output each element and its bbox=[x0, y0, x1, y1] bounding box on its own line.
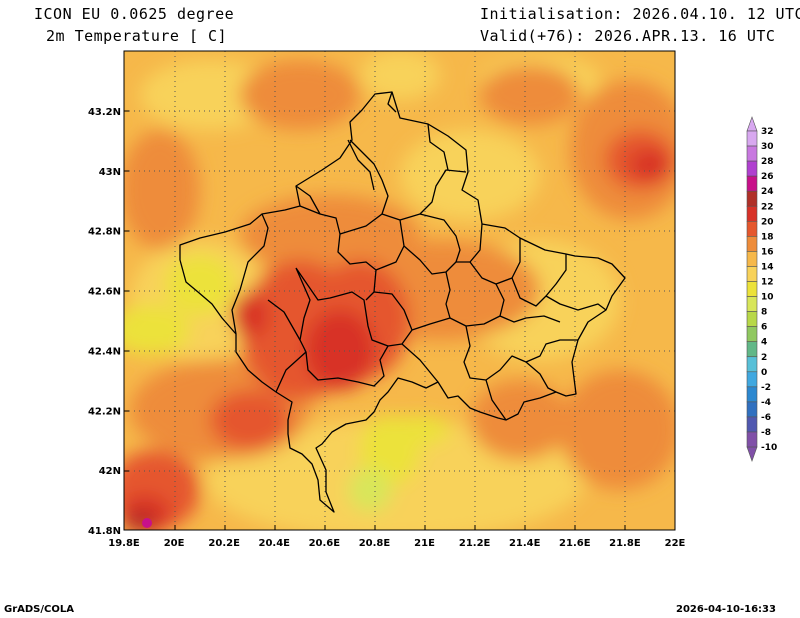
colorbar-label: 12 bbox=[761, 278, 774, 288]
colorbar-label: 20 bbox=[761, 217, 774, 227]
colorbar-label: 26 bbox=[761, 172, 774, 182]
colorbar-label: 10 bbox=[761, 293, 774, 303]
colorbar-swatch bbox=[746, 130, 758, 147]
longitude-label: 21.4E bbox=[509, 538, 541, 549]
colorbar-swatch bbox=[746, 190, 758, 207]
colorbar-swatch bbox=[746, 326, 758, 342]
longitude-label: 19.8E bbox=[108, 538, 140, 549]
colorbar-swatch bbox=[746, 296, 758, 312]
longitude-label: 20.4E bbox=[259, 538, 291, 549]
colorbar-top-arrow bbox=[746, 116, 758, 132]
longitude-label: 21.8E bbox=[609, 538, 641, 549]
colorbar-label: -4 bbox=[761, 398, 771, 408]
colorbar-label: 16 bbox=[761, 247, 774, 257]
colorbar-bottom-arrow bbox=[746, 446, 758, 462]
colorbar-swatch bbox=[746, 160, 758, 177]
colorbar-swatch bbox=[746, 371, 758, 388]
temperature-field bbox=[124, 51, 675, 530]
colorbar-swatch bbox=[746, 251, 758, 267]
colorbar-label: -2 bbox=[761, 383, 771, 393]
latitude-label: 42.2N bbox=[88, 406, 121, 417]
colorbar-swatch bbox=[746, 431, 758, 448]
longitude-label: 21.2E bbox=[459, 538, 491, 549]
colorbar-label: 14 bbox=[761, 262, 774, 272]
latitude-label: 42.8N bbox=[88, 227, 121, 238]
colorbar-label: 30 bbox=[761, 142, 774, 152]
colorbar-swatch bbox=[746, 356, 758, 373]
colorbar-label: 32 bbox=[761, 127, 774, 137]
latitude-label: 43.2N bbox=[88, 107, 121, 118]
initialisation-text: Initialisation: 2026.04.10. 12 UTC bbox=[480, 5, 800, 23]
latitude-label: 42.4N bbox=[88, 346, 121, 357]
colorbar-label: 28 bbox=[761, 157, 774, 167]
colorbar-label: 0 bbox=[761, 368, 767, 378]
software-credit: GrADS/COLA bbox=[4, 604, 74, 615]
longitude-label: 20.6E bbox=[309, 538, 341, 549]
colorbar-swatch bbox=[746, 401, 758, 418]
colorbar-swatch bbox=[746, 311, 758, 327]
colorbar-swatch bbox=[746, 266, 758, 282]
colorbar-swatch bbox=[746, 386, 758, 403]
colorbar-swatch bbox=[746, 281, 758, 297]
variable-title: 2m Temperature [ C] bbox=[46, 27, 228, 45]
colorbar-swatch bbox=[746, 205, 758, 222]
latitude-label: 43N bbox=[99, 167, 121, 178]
colorbar-swatch bbox=[746, 341, 758, 358]
longitude-label: 20.2E bbox=[208, 538, 240, 549]
latitude-label: 42.6N bbox=[88, 287, 121, 298]
colorbar-swatch bbox=[746, 416, 758, 433]
grid-lines bbox=[124, 51, 675, 530]
render-timestamp: 2026-04-10-16:33 bbox=[676, 604, 776, 615]
latitude-label: 42N bbox=[99, 466, 121, 477]
admin-borders bbox=[179, 91, 626, 513]
latitude-labels: 43.2N 43N 42.8N 42.6N 42.4N 42.2N 42N 41.8N bbox=[88, 107, 121, 537]
colorbar-swatch bbox=[746, 236, 758, 252]
model-title: ICON EU 0.0625 degree bbox=[34, 5, 235, 23]
longitude-labels: 19.8E 20E 20.2E 20.4E 20.6E 20.8E 21E 21.2E 21.4… bbox=[108, 538, 685, 549]
axis-ticks bbox=[123, 110, 676, 531]
colorbar-label: 8 bbox=[761, 308, 767, 318]
colorbar-label: 24 bbox=[761, 187, 774, 197]
colorbar-label: 18 bbox=[761, 232, 774, 242]
colorbar-label: 2 bbox=[761, 353, 767, 363]
longitude-label: 21E bbox=[414, 538, 435, 549]
country-outline bbox=[179, 91, 626, 513]
colorbar-swatch bbox=[746, 145, 758, 162]
colorbar-label: 4 bbox=[761, 338, 767, 348]
colorbar-label: -6 bbox=[761, 413, 771, 423]
latitude-label: 41.8N bbox=[88, 526, 121, 537]
valid-time-text: Valid(+76): 2026.APR.13. 16 UTC bbox=[480, 27, 776, 45]
colorbar-label: -8 bbox=[761, 428, 771, 438]
longitude-label: 21.6E bbox=[559, 538, 591, 549]
colorbar-label: 6 bbox=[761, 323, 767, 333]
colorbar-label: -10 bbox=[761, 443, 777, 453]
longitude-label: 20.8E bbox=[359, 538, 391, 549]
longitude-label: 22E bbox=[665, 538, 686, 549]
colorbar-swatch bbox=[746, 175, 758, 192]
colorbar-label: 22 bbox=[761, 202, 774, 212]
colorbar-swatch bbox=[746, 221, 758, 237]
longitude-label: 20E bbox=[164, 538, 185, 549]
